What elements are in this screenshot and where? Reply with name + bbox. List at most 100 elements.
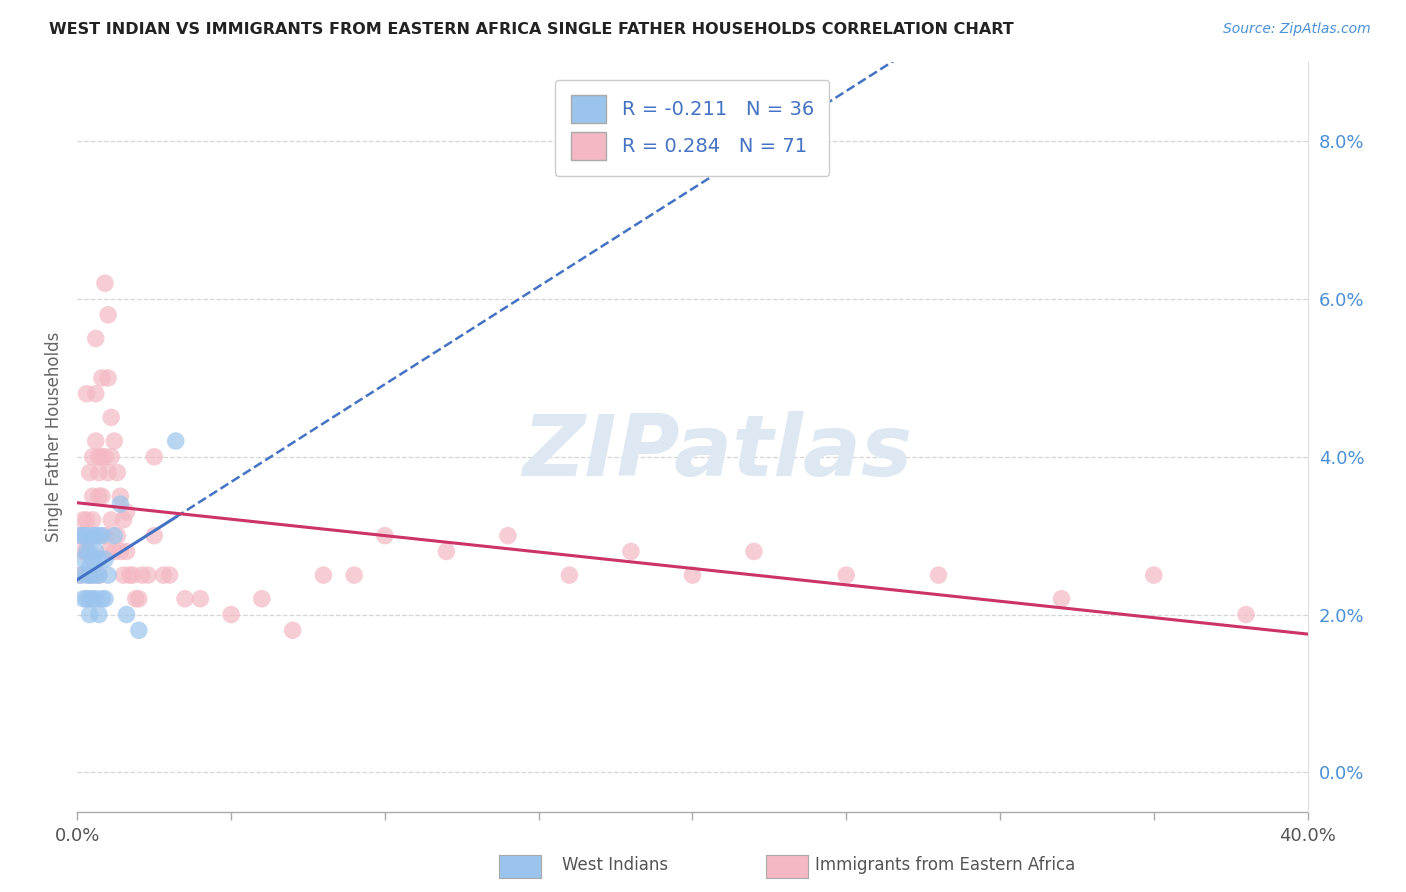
Point [131,568,153,582]
Point [94,552,117,566]
Point [72,591,94,606]
Point [174,591,197,606]
Point [90,591,114,606]
Y-axis label: Single Father Households: Single Father Households [45,332,63,542]
Point [835,568,858,582]
Point [128,624,150,638]
Point [94,591,117,606]
Text: Source: ZipAtlas.com: Source: ZipAtlas.com [1223,22,1371,37]
Point [97,466,120,480]
Point [76,544,98,558]
Point [97,544,120,558]
Point [97,371,120,385]
Point [76,513,98,527]
Point [90,450,114,464]
Point [87,607,110,622]
Point [165,434,187,448]
Point [143,450,166,464]
Text: Immigrants from Eastern Africa: Immigrants from Eastern Africa [815,856,1076,874]
Point [90,529,114,543]
Point [84,544,107,558]
Point [94,450,117,464]
Point [103,544,125,558]
Point [82,529,104,543]
Point [72,529,94,543]
Point [742,544,765,558]
Text: WEST INDIAN VS IMMIGRANTS FROM EASTERN AFRICA SINGLE FATHER HOUSEHOLDS CORRELATI: WEST INDIAN VS IMMIGRANTS FROM EASTERN A… [49,22,1014,37]
Point [97,568,120,582]
Point [94,529,117,543]
Point [103,434,125,448]
Point [125,591,148,606]
Point [79,568,101,582]
Point [143,529,166,543]
Point [84,331,107,345]
Point [84,591,107,606]
Point [87,529,110,543]
Point [343,568,366,582]
Point [90,371,114,385]
Point [110,489,132,503]
Point [76,529,98,543]
Point [87,552,110,566]
Point [250,591,273,606]
Point [76,386,98,401]
Point [136,568,159,582]
Point [100,450,122,464]
Point [115,505,138,519]
Point [436,544,458,558]
Point [121,568,143,582]
Point [90,489,114,503]
Point [72,544,94,558]
Point [79,568,101,582]
Point [84,529,107,543]
Point [103,529,125,543]
Point [72,552,94,566]
Point [110,497,132,511]
Point [76,591,98,606]
Point [110,544,132,558]
Point [79,466,101,480]
Point [79,560,101,574]
Point [112,568,135,582]
Point [105,466,128,480]
Point [558,568,581,582]
Point [87,568,110,582]
Point [79,591,101,606]
Point [69,529,91,543]
Point [105,529,128,543]
Point [1050,591,1073,606]
Point [69,568,91,582]
Point [82,568,104,582]
Point [87,450,110,464]
Point [97,308,120,322]
Point [312,568,335,582]
Point [152,568,174,582]
Point [69,568,91,582]
Point [84,386,107,401]
Point [69,529,91,543]
Point [82,489,104,503]
Point [94,277,117,291]
Point [128,591,150,606]
Point [76,544,98,558]
Point [115,544,138,558]
Point [219,607,242,622]
Point [87,489,110,503]
Point [72,513,94,527]
Point [112,513,135,527]
Point [84,568,107,582]
Point [115,607,138,622]
Point [76,568,98,582]
Point [281,624,304,638]
Point [188,591,212,606]
Point [82,552,104,566]
Point [87,466,110,480]
Text: ZIPatlas: ZIPatlas [522,410,912,493]
Point [118,568,141,582]
Point [620,544,643,558]
Point [87,568,110,582]
Point [1143,568,1166,582]
Point [1234,607,1257,622]
Point [79,544,101,558]
